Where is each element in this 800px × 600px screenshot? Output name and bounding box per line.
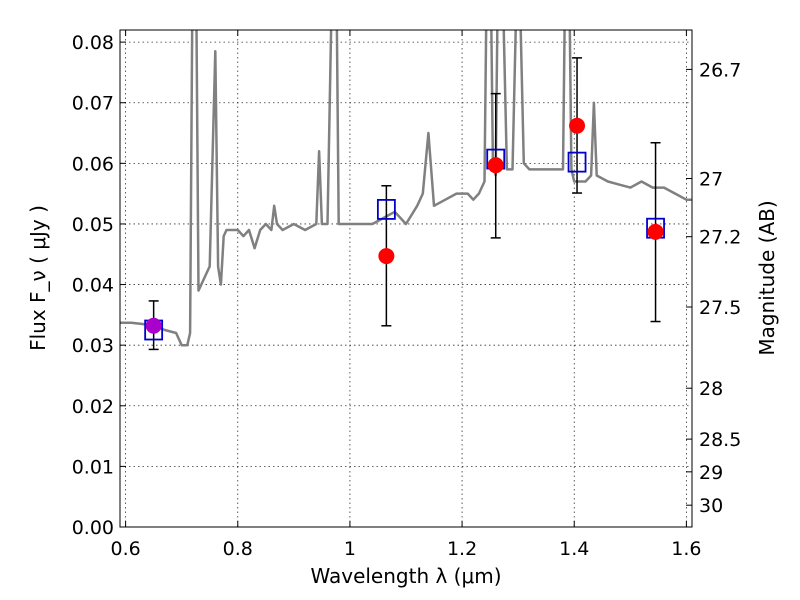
y-tick-label: 0.08 <box>72 32 114 54</box>
y-tick-label: 0.00 <box>72 517 114 539</box>
right-tick-label: 28 <box>699 378 723 400</box>
model-square-marker <box>567 151 587 173</box>
observed-point-marker <box>647 223 664 240</box>
observed-point-marker <box>145 317 162 334</box>
right-tick-label: 26.7 <box>699 59 741 81</box>
spectrum-layer <box>120 30 692 347</box>
y-tick-label: 0.02 <box>72 396 114 418</box>
x-tick-label: 0.8 <box>223 538 253 560</box>
x-tick-label: 1.6 <box>671 538 701 560</box>
y-axis-left: 0.00 0.01 0.02 0.03 0.04 0.05 0.06 0.07 0.08 <box>72 32 126 539</box>
observed-point-marker <box>487 157 504 174</box>
y-tick-label: 0.05 <box>72 214 114 236</box>
x-axis-label: Wavelength λ (μm) <box>310 564 501 588</box>
x-axis: 0.6 0.8 1 1.2 1.4 1.6 <box>110 30 702 560</box>
spectrum-line <box>120 30 692 347</box>
y-tick-label: 0.07 <box>72 93 114 115</box>
right-tick-label: 27 <box>699 168 723 190</box>
y-tick-label: 0.03 <box>72 335 114 357</box>
observed-point-marker <box>378 248 395 265</box>
right-tick-label: 27.2 <box>699 227 741 249</box>
x-tick-label: 1.4 <box>559 538 589 560</box>
right-tick-label: 30 <box>699 495 723 517</box>
right-tick-label: 29 <box>699 462 723 484</box>
y-tick-label: 0.01 <box>72 456 114 478</box>
y-axis-right-label: Magnitude (AB) <box>755 200 779 355</box>
plot-frame <box>119 29 693 528</box>
y-tick-label: 0.06 <box>72 153 114 175</box>
y-tick-label: 0.04 <box>72 275 114 297</box>
x-tick-label: 0.6 <box>110 538 140 560</box>
y-axis-label: Flux F_ν ( μJy ) <box>26 205 50 351</box>
x-tick-label: 1 <box>344 538 356 560</box>
right-tick-label: 28.5 <box>699 429 741 451</box>
plot-background <box>120 30 692 527</box>
observed-point-marker <box>569 117 586 134</box>
y-axis-right: 26.7 27 27.2 27.5 28 28.5 29 30 <box>686 59 741 517</box>
marker-layer <box>144 117 665 341</box>
model-square-marker <box>376 199 396 220</box>
right-tick-label: 27.5 <box>699 297 741 319</box>
x-tick-label: 1.2 <box>447 538 477 560</box>
